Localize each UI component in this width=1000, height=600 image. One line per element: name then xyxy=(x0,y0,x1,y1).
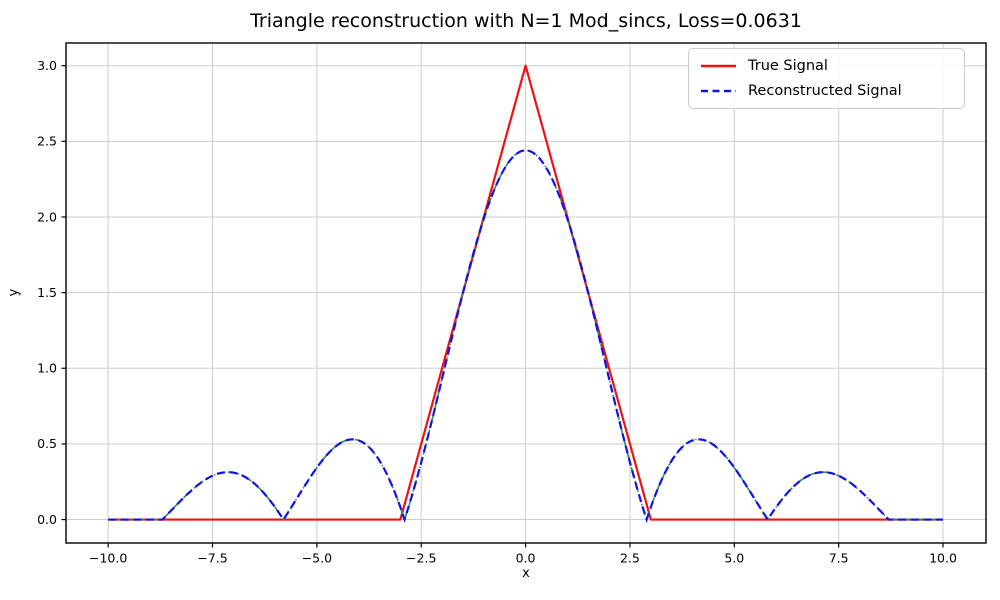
x-tick-label: 2.5 xyxy=(620,551,640,566)
legend-entry-reconstructed-signal: Reconstructed Signal xyxy=(700,83,952,99)
grid-layer xyxy=(66,43,986,543)
y-tick-label: 3.0 xyxy=(37,58,57,73)
x-tick-label: 5.0 xyxy=(724,551,744,566)
y-tick-label: 0.5 xyxy=(37,436,57,451)
legend: True Signal Reconstructed Signal xyxy=(688,48,965,109)
series-true-signal-line xyxy=(108,64,944,521)
x-tick-label: −2.5 xyxy=(406,551,436,566)
legend-label: Reconstructed Signal xyxy=(748,83,902,99)
x-axis-label: x xyxy=(522,566,530,581)
series-layer xyxy=(108,64,944,524)
series-reconstructed-signal-line xyxy=(108,149,944,524)
chart-title: Triangle reconstruction with N=1 Mod_sin… xyxy=(250,10,802,32)
y-tick-label: 2.5 xyxy=(37,134,57,149)
legend-entry-true-signal: True Signal xyxy=(700,58,952,74)
x-tick-label: −7.5 xyxy=(197,551,227,566)
x-tick-label: −10.0 xyxy=(89,551,127,566)
x-tick-label: −5.0 xyxy=(302,551,332,566)
y-tick-label: 1.5 xyxy=(37,285,57,300)
x-tick-label: 7.5 xyxy=(829,551,849,566)
legend-line-dashed-icon xyxy=(701,89,736,93)
y-tick-label: 1.0 xyxy=(37,361,57,376)
axes-layer: −10.0 −7.5 −5.0 −2.5 0.0 2.5 5.0 7.5 10.0 0.0 0.5 1… xyxy=(37,42,987,566)
legend-line-solid-icon xyxy=(701,64,736,68)
x-tick-label: 10.0 xyxy=(929,551,957,566)
y-tick-label: 2.0 xyxy=(37,209,57,224)
legend-label: True Signal xyxy=(748,58,828,74)
x-tick-label: 0.0 xyxy=(516,551,536,566)
y-tick-label: 0.0 xyxy=(37,512,57,527)
y-axis-label: y xyxy=(6,288,22,297)
